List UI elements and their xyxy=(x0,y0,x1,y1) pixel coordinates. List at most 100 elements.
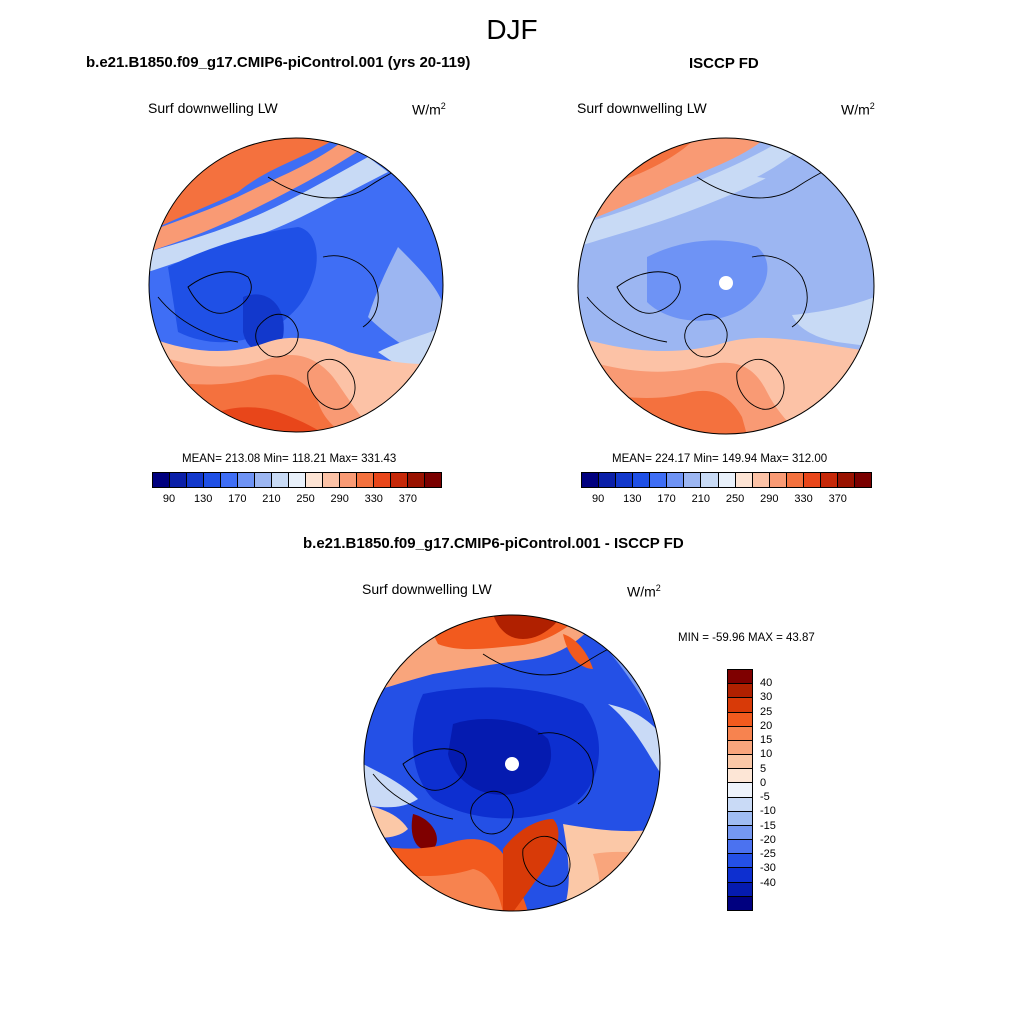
obs-units-label: W/m2 xyxy=(841,101,875,118)
model-polar-map xyxy=(148,137,444,433)
diff-units-label: W/m2 xyxy=(627,583,661,600)
diff-colorbar-ticks: 40 30 25 20 15 10 5 0 -5 -10 -15 -20 -25 -30 -40 xyxy=(760,669,800,911)
colorbar-cell xyxy=(728,755,752,770)
colorbar-cell xyxy=(323,473,340,487)
colorbar-tick-label: 0 xyxy=(760,776,767,789)
colorbar-cell xyxy=(728,868,752,883)
colorbar-cell xyxy=(425,473,441,487)
colorbar-cell xyxy=(289,473,306,487)
colorbar-tick-label: 10 xyxy=(760,748,773,761)
obs-polar-map xyxy=(577,137,875,435)
colorbar-cell xyxy=(735,473,753,487)
colorbar-tick-label: 210 xyxy=(262,493,281,505)
diff-polar-map xyxy=(363,614,661,912)
colorbar-cell xyxy=(616,473,634,487)
colorbar-tick-label: 250 xyxy=(725,493,745,505)
colorbar-cell xyxy=(728,896,752,910)
colorbar-cell xyxy=(153,473,170,487)
colorbar-tick-label: 330 xyxy=(364,493,383,505)
colorbar-cell xyxy=(650,473,668,487)
diff-colorbar xyxy=(727,669,753,911)
colorbar-cell xyxy=(728,854,752,869)
colorbar-cell xyxy=(391,473,408,487)
model-colorbar xyxy=(152,472,442,488)
colorbar-cell xyxy=(701,473,719,487)
colorbar-tick-label: 170 xyxy=(657,493,676,505)
diff-case-title: b.e21.B1850.f09_g17.CMIP6-piControl.001 … xyxy=(303,535,684,552)
colorbar-cell xyxy=(786,473,804,487)
colorbar-cell xyxy=(728,712,752,727)
colorbar-tick-label: 170 xyxy=(228,493,247,505)
colorbar-cell xyxy=(204,473,221,487)
colorbar-cell xyxy=(718,473,736,487)
model-units-label: W/m2 xyxy=(412,101,446,118)
colorbar-cell xyxy=(837,473,855,487)
colorbar-tick-label: -40 xyxy=(760,876,776,889)
colorbar-cell xyxy=(728,882,752,897)
obs-colorbar-ticks: 90 130 170 210 250 290 330 370 xyxy=(581,493,872,507)
colorbar-cell xyxy=(357,473,374,487)
colorbar-cell xyxy=(820,473,838,487)
model-colorbar-ticks: 90 130 170 210 250 290 330 370 xyxy=(152,493,442,507)
colorbar-tick-label: -10 xyxy=(760,805,776,818)
colorbar-tick-label: 370 xyxy=(398,493,418,505)
colorbar-tick-label: 290 xyxy=(760,493,779,505)
colorbar-tick-label: 30 xyxy=(760,691,773,704)
colorbar-cell xyxy=(340,473,357,487)
colorbar-cell xyxy=(728,825,752,841)
colorbar-tick-label: 90 xyxy=(162,493,176,505)
colorbar-cell xyxy=(667,473,685,487)
colorbar-cell xyxy=(221,473,238,487)
colorbar-cell xyxy=(728,811,752,826)
colorbar-cell xyxy=(728,783,752,798)
colorbar-cell xyxy=(187,473,204,487)
colorbar-cell xyxy=(752,473,770,487)
colorbar-tick-label: 250 xyxy=(296,493,315,505)
diff-stats: MIN = -59.96 MAX = 43.87 xyxy=(678,632,815,644)
colorbar-cell xyxy=(408,473,425,487)
model-variable-label: Surf downwelling LW xyxy=(148,100,278,116)
colorbar-cell xyxy=(728,670,752,685)
colorbar-cell xyxy=(769,473,787,487)
season-title: DJF xyxy=(486,14,538,45)
colorbar-cell xyxy=(272,473,289,487)
colorbar-tick-label: 210 xyxy=(691,493,710,505)
colorbar-tick-label: -25 xyxy=(760,848,776,861)
colorbar-cell xyxy=(170,473,187,487)
colorbar-cell xyxy=(238,473,255,487)
colorbar-cell xyxy=(684,473,702,487)
colorbar-tick-label: 5 xyxy=(760,762,767,775)
colorbar-tick-label: -20 xyxy=(760,833,776,846)
colorbar-cell xyxy=(633,473,651,487)
colorbar-cell xyxy=(728,797,752,812)
colorbar-tick-label: 15 xyxy=(760,734,773,747)
obs-stats: MEAN= 224.17 Min= 149.94 Max= 312.00 xyxy=(612,453,828,465)
obs-colorbar xyxy=(581,472,872,488)
colorbar-tick-label: 25 xyxy=(760,705,773,718)
colorbar-tick-label: -5 xyxy=(760,791,770,804)
colorbar-tick-label: 90 xyxy=(591,493,605,505)
colorbar-tick-label: 370 xyxy=(828,493,847,505)
colorbar-tick-label: 20 xyxy=(760,719,773,732)
model-stats: MEAN= 213.08 Min= 118.21 Max= 331.43 xyxy=(182,453,397,465)
obs-variable-label: Surf downwelling LW xyxy=(577,100,707,116)
colorbar-tick-label: 130 xyxy=(193,493,213,505)
model-case-title: b.e21.B1850.f09_g17.CMIP6-piControl.001 … xyxy=(86,54,471,71)
colorbar-cell xyxy=(599,473,617,487)
colorbar-tick-label: 330 xyxy=(794,493,813,505)
colorbar-tick-label: -30 xyxy=(760,862,776,875)
obs-case-title: ISCCP FD xyxy=(689,55,759,72)
colorbar-cell xyxy=(728,698,752,713)
colorbar-cell xyxy=(855,473,872,487)
colorbar-cell xyxy=(255,473,272,487)
colorbar-tick-label: 40 xyxy=(760,677,773,690)
colorbar-cell xyxy=(582,473,600,487)
colorbar-cell xyxy=(728,840,752,855)
colorbar-cell xyxy=(803,473,821,487)
colorbar-cell xyxy=(728,769,752,784)
colorbar-cell xyxy=(374,473,391,487)
diff-variable-label: Surf downwelling LW xyxy=(362,581,492,597)
colorbar-cell xyxy=(306,473,323,487)
colorbar-tick-label: 130 xyxy=(623,493,642,505)
colorbar-tick-label: 290 xyxy=(330,493,349,505)
